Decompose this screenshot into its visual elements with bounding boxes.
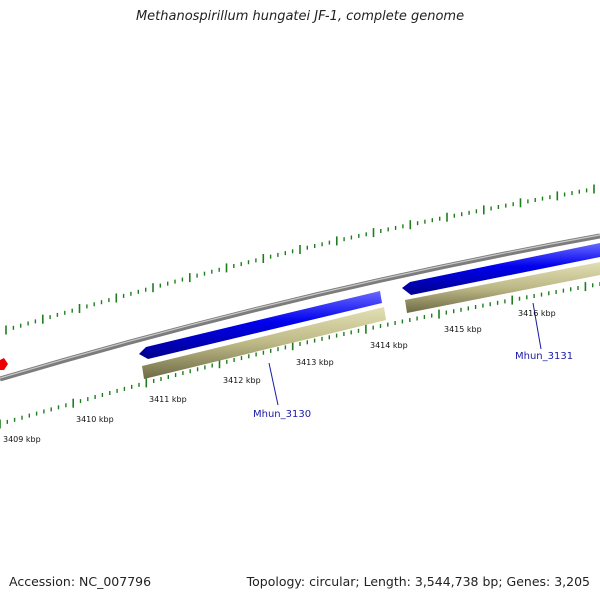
tick-label-3412: 3412 kbp bbox=[223, 376, 261, 385]
genome-backbone-highlight bbox=[0, 234, 600, 379]
gene-mhun-3130[interactable] bbox=[139, 291, 382, 359]
tick-label-3415: 3415 kbp bbox=[444, 325, 482, 334]
map-title: Methanospirillum hungatei JF-1, complete… bbox=[135, 9, 465, 24]
tick-label-3414: 3414 kbp bbox=[370, 341, 408, 350]
accession-text: Accession: NC_007796 bbox=[9, 574, 152, 589]
tick-label-3410: 3410 kbp bbox=[76, 415, 114, 424]
gene-label-mhun-3130[interactable]: Mhun_3130 bbox=[253, 409, 311, 420]
leader-mhun-3130 bbox=[268, 362, 279, 406]
genome-backbone bbox=[0, 233, 600, 382]
cds-mhun-3131[interactable] bbox=[405, 262, 600, 313]
cds-mhun-3130[interactable] bbox=[142, 307, 386, 379]
kbp-labels: 3409 kbp 3410 kbp 3411 kbp 3412 kbp 3413… bbox=[3, 309, 556, 444]
tick-label-3416: 3416 kbp bbox=[518, 309, 556, 318]
inner-tick-row bbox=[0, 282, 600, 429]
gene-label-mhun-3131[interactable]: Mhun_3131 bbox=[515, 351, 573, 362]
genome-summary-text: Topology: circular; Length: 3,544,738 bp… bbox=[246, 574, 590, 589]
tick-label-3411: 3411 kbp bbox=[149, 395, 187, 404]
outer-tick-row bbox=[5, 184, 595, 335]
tick-label-3409: 3409 kbp bbox=[3, 435, 41, 444]
gene-mhun-3131[interactable] bbox=[402, 243, 600, 295]
red-feature[interactable] bbox=[0, 358, 8, 370]
leader-mhun-3131 bbox=[532, 302, 542, 350]
tick-label-3413: 3413 kbp bbox=[296, 358, 334, 367]
